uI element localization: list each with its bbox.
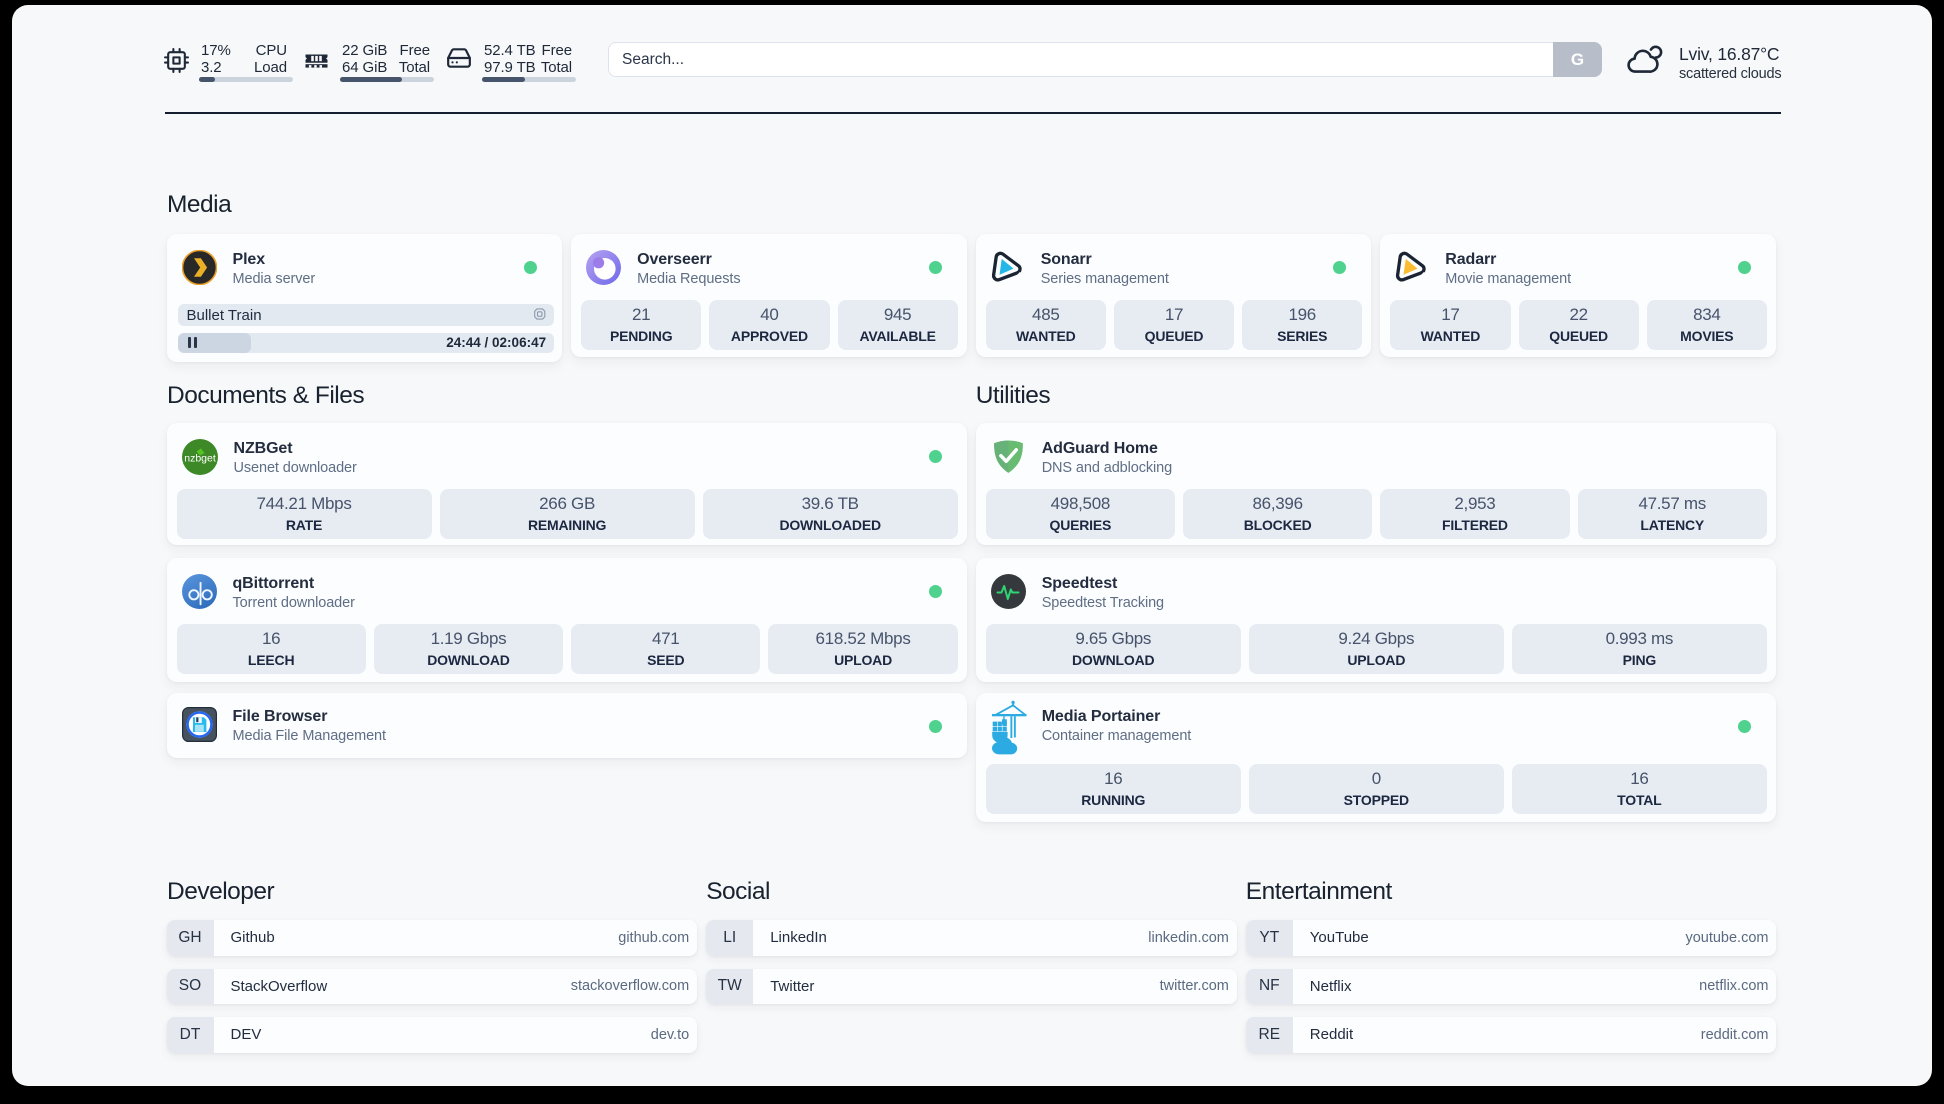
svg-text:nzbget: nzbget (184, 452, 216, 464)
